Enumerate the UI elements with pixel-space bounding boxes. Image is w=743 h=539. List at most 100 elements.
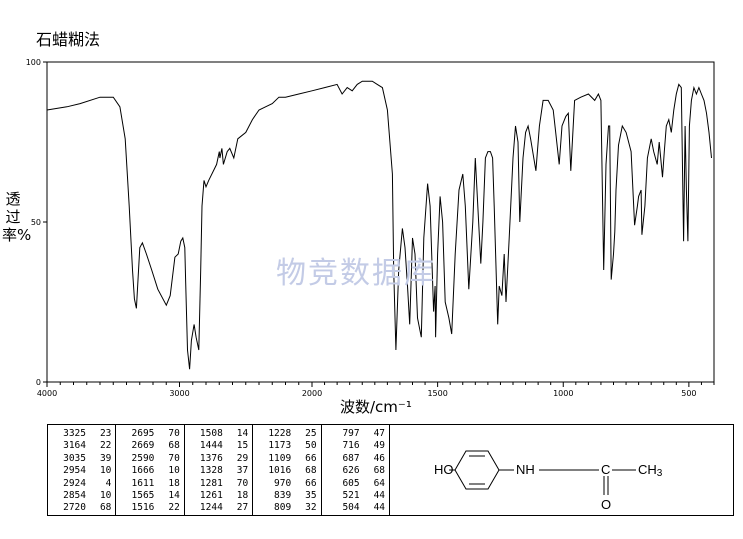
peak-wavenumber: 2854 <box>63 490 86 502</box>
peak-transmittance: 10 <box>168 465 180 477</box>
y-tick-label: 100 <box>26 58 41 67</box>
peak-transmittance: 66 <box>305 452 317 464</box>
peak-row: 1444 15 <box>189 440 248 452</box>
peak-row: 626 68 <box>326 465 385 477</box>
peak-transmittance: 27 <box>236 502 249 514</box>
peak-column: 1228 25 1173 50 1109 66 1016 68 970 66 839 35 809 32 <box>253 425 322 515</box>
peak-wavenumber: 2695 <box>131 428 155 439</box>
ch3-label: CH3 <box>638 462 663 479</box>
peak-transmittance: 22 <box>99 440 112 452</box>
carbonyl-c-label: C <box>601 462 610 477</box>
peak-transmittance: 49 <box>373 440 386 452</box>
peak-row: 970 66 <box>257 477 317 490</box>
peak-wavenumber: 1508 <box>199 428 223 439</box>
peak-transmittance: 14 <box>236 428 249 439</box>
peak-row: 797 47 <box>326 428 385 440</box>
peak-row: 1611 18 <box>120 477 180 490</box>
peak-row: 1376 29 <box>189 453 248 465</box>
peak-row: 839 35 <box>257 490 317 502</box>
page-title: 石蜡糊法 <box>36 30 101 49</box>
peak-wavenumber: 1261 <box>199 490 223 502</box>
x-tick-label: 1000 <box>553 389 573 398</box>
peak-transmittance: 68 <box>99 502 112 514</box>
peak-wavenumber: 716 <box>342 440 360 452</box>
peak-wavenumber: 797 <box>342 428 360 439</box>
x-tick-label: 1500 <box>427 389 447 398</box>
x-axis-label: 波数/cm⁻¹ <box>340 398 412 416</box>
peak-row: 1244 27 <box>189 502 248 514</box>
peak-wavenumber: 1666 <box>131 465 155 477</box>
peak-wavenumber: 1328 <box>199 465 223 477</box>
nh-label: NH <box>516 462 535 477</box>
peak-wavenumber: 2590 <box>131 452 155 464</box>
peak-wavenumber: 1109 <box>268 452 292 464</box>
peak-transmittance: 68 <box>305 465 317 477</box>
peak-transmittance: 4 <box>105 477 112 489</box>
x-tick-label: 4000 <box>37 389 57 398</box>
peak-row: 1016 68 <box>257 465 316 477</box>
peak-wavenumber: 521 <box>342 490 360 502</box>
plot-frame <box>46 61 715 383</box>
x-tick-label: 2000 <box>302 389 322 398</box>
peak-transmittance: 50 <box>305 440 317 452</box>
peak-wavenumber: 2924 <box>63 477 86 489</box>
peak-column: 3325 23 3164 22 3035 39 2954 10 2924 4 2854 10 2720 6… <box>48 425 117 515</box>
peak-wavenumber: 3164 <box>63 440 86 452</box>
peak-wavenumber: 2669 <box>131 440 155 452</box>
peak-row: 1261 18 <box>189 490 248 502</box>
peak-wavenumber: 1611 <box>131 477 155 489</box>
peak-row: 2695 70 <box>120 428 180 440</box>
peak-row: 2924 4 <box>52 478 111 490</box>
peak-transmittance: 70 <box>236 477 249 489</box>
peak-row: 3164 22 <box>52 440 111 452</box>
peak-row: 1565 14 <box>120 490 180 502</box>
peak-row: 2590 70 <box>120 452 180 465</box>
peak-wavenumber: 1376 <box>199 452 223 464</box>
peak-row: 687 46 <box>326 453 385 465</box>
peak-wavenumber: 970 <box>274 477 292 489</box>
peak-column: 1508 14 1444 15 1376 29 1328 37 1281 70 1261 18 1244… <box>185 425 254 515</box>
peak-row: 1281 70 <box>189 478 248 490</box>
ch3-text: CH <box>638 462 657 477</box>
peak-transmittance: 18 <box>236 490 249 502</box>
peak-transmittance: 68 <box>373 465 386 477</box>
peak-wavenumber: 2954 <box>63 465 86 477</box>
peak-row: 1508 14 <box>189 428 248 440</box>
peak-wavenumber: 809 <box>274 502 292 514</box>
peak-wavenumber: 504 <box>342 502 360 514</box>
structure-diagram: HO NH C CH3 O <box>434 450 663 512</box>
peak-wavenumber: 1173 <box>268 440 292 452</box>
peak-transmittance: 10 <box>99 465 112 477</box>
peak-transmittance: 18 <box>168 477 180 489</box>
peak-row: 605 64 <box>326 478 385 490</box>
peak-row: 809 32 <box>257 502 317 514</box>
watermark: 物竞数据库 <box>276 256 436 291</box>
peak-wavenumber: 626 <box>342 465 360 477</box>
peak-transmittance: 22 <box>168 502 180 514</box>
y-tick-label: 50 <box>31 218 41 227</box>
oxygen-label: O <box>601 497 611 512</box>
peak-row: 1109 66 <box>257 453 316 465</box>
peak-row: 716 49 <box>326 440 385 452</box>
peak-transmittance: 64 <box>373 477 386 489</box>
y-tick-label: 0 <box>36 378 41 387</box>
spectrum-line <box>46 80 712 370</box>
peak-wavenumber: 2720 <box>63 502 86 514</box>
peak-row: 1516 22 <box>120 502 180 514</box>
peak-transmittance: 10 <box>99 490 112 502</box>
peak-transmittance: 46 <box>373 452 386 464</box>
peak-transmittance: 14 <box>168 490 180 502</box>
peak-transmittance: 37 <box>236 465 249 477</box>
peak-row: 3035 39 <box>52 453 111 465</box>
peak-transmittance: 66 <box>305 477 317 489</box>
peak-wavenumber: 3035 <box>63 452 86 464</box>
peak-wavenumber: 1444 <box>199 440 223 452</box>
peak-row: 521 44 <box>326 490 385 502</box>
peak-row: 2720 68 <box>52 502 111 514</box>
peak-row: 3325 23 <box>52 428 111 440</box>
peak-transmittance: 70 <box>168 428 180 439</box>
peak-row: 1173 50 <box>257 440 316 452</box>
peak-row: 1666 10 <box>120 465 180 477</box>
peak-transmittance: 44 <box>373 502 386 514</box>
